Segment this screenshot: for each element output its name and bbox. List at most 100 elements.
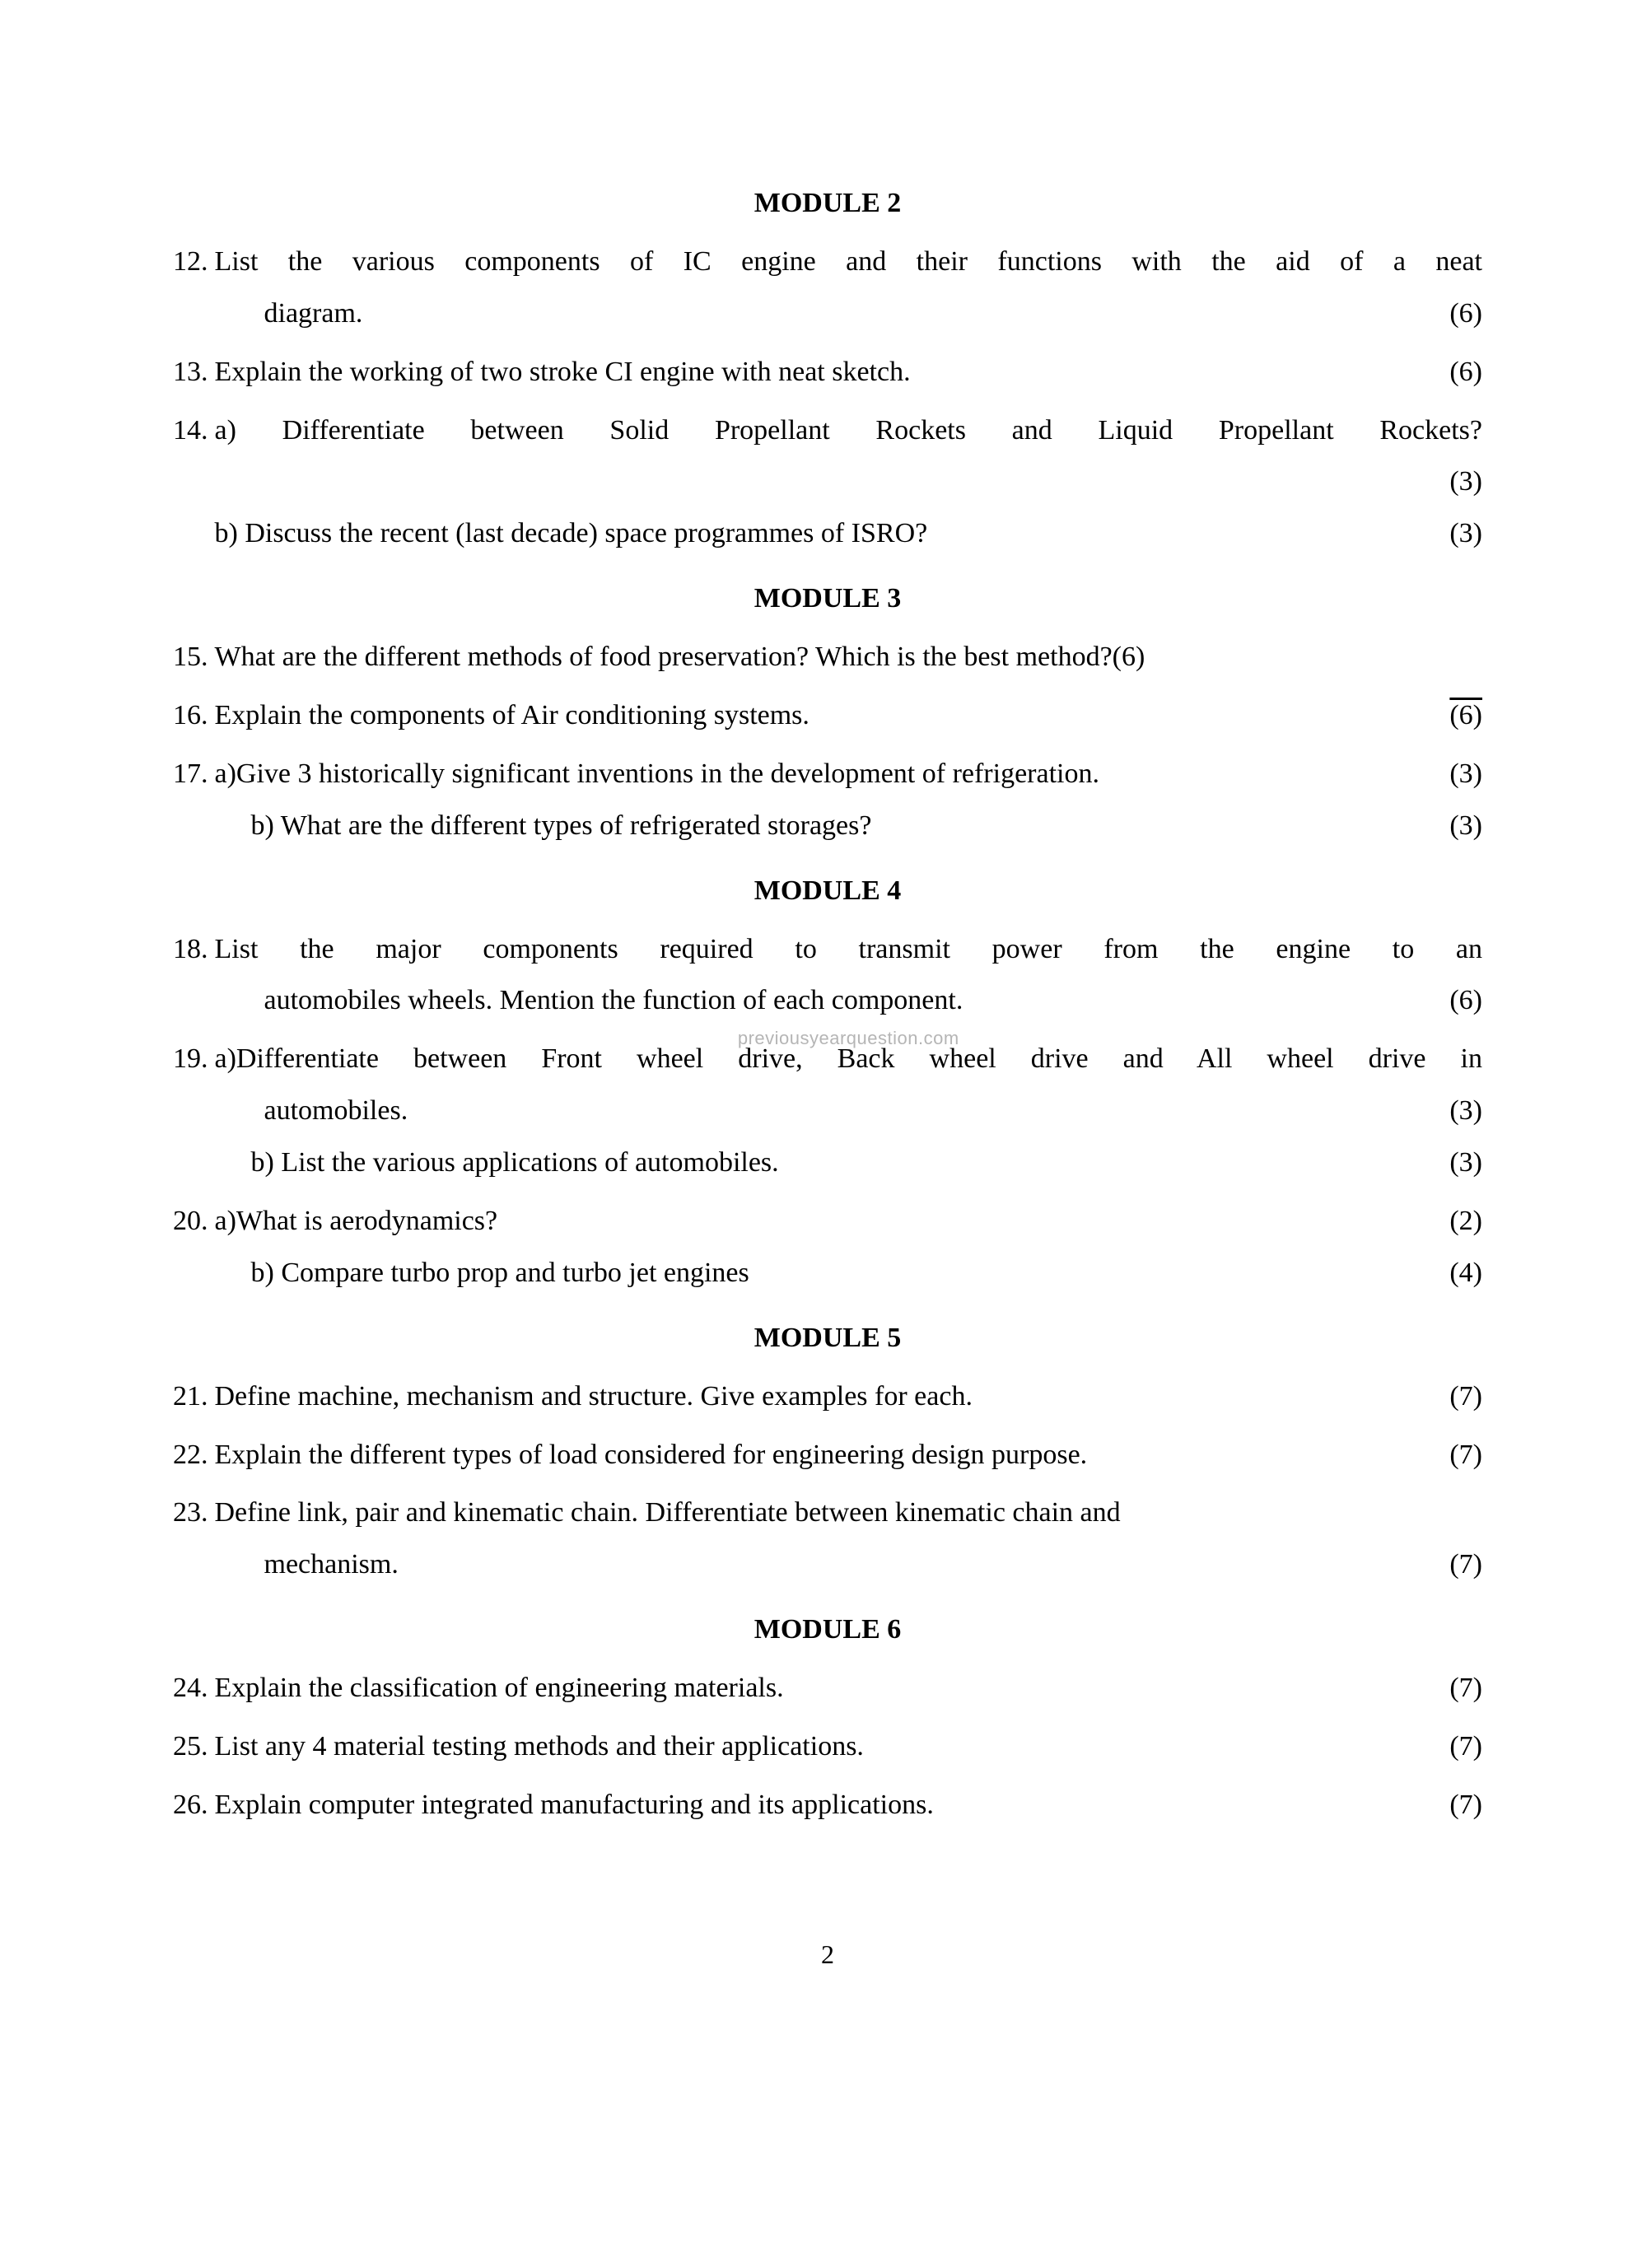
question-line: Explain the components of Air conditioni… (215, 690, 1483, 742)
question-text: diagram. (264, 288, 1430, 340)
question-number: 21. (173, 1371, 215, 1423)
question-line: diagram.(6) (215, 288, 1483, 340)
page-number: 2 (173, 1930, 1482, 1979)
question-line: automobiles wheels. Mention the function… (215, 975, 1483, 1027)
question-line: mechanism.(7) (215, 1539, 1483, 1591)
question-text: automobiles wheels. Mention the function… (264, 975, 1430, 1027)
question-body: List the various components of IC engine… (215, 236, 1483, 340)
question-text: automobiles. (264, 1085, 1430, 1137)
question-text: a)Give 3 historically significant invent… (215, 749, 1430, 800)
marks-line: (3) (215, 456, 1483, 508)
question: 17.a)Give 3 historically significant inv… (173, 749, 1482, 852)
marks: (3) (1449, 456, 1482, 508)
question: 25.List any 4 material testing methods a… (173, 1721, 1482, 1773)
question-number: 17. (173, 749, 215, 800)
question-text: b) Compare turbo prop and turbo jet engi… (251, 1248, 1430, 1300)
question-body: Explain computer integrated manufacturin… (215, 1780, 1483, 1832)
question-text: b) Discuss the recent (last decade) spac… (215, 508, 1430, 560)
question-text: Explain the components of Air conditioni… (215, 690, 1430, 742)
question-number: 18. (173, 924, 215, 976)
question-text: a)Differentiate between Front wheel driv… (215, 1034, 1483, 1085)
question-line: Explain the classification of engineerin… (215, 1663, 1483, 1715)
question-text: Explain the different types of load cons… (215, 1430, 1430, 1482)
marks: (7) (1430, 1780, 1482, 1832)
question: 19.a)Differentiate between Front wheel d… (173, 1034, 1482, 1189)
marks: (7) (1430, 1539, 1482, 1591)
question-text: List the various components of IC engine… (215, 236, 1483, 288)
question-number: 23. (173, 1487, 215, 1539)
question-line: b) What are the different types of refri… (215, 800, 1483, 852)
marks: (3) (1430, 1085, 1482, 1137)
question-text: b) List the various applications of auto… (251, 1137, 1430, 1189)
question-line: b) Compare turbo prop and turbo jet engi… (215, 1248, 1483, 1300)
question-line: automobiles.(3) (215, 1085, 1483, 1137)
marks: (6) (1430, 288, 1482, 340)
question-line: a)Differentiate between Front wheel driv… (215, 1034, 1483, 1085)
marks: (3) (1430, 1137, 1482, 1189)
question-body: Define machine, mechanism and structure.… (215, 1371, 1483, 1423)
question-text: List any 4 material testing methods and … (215, 1721, 1430, 1773)
marks: (4) (1430, 1248, 1482, 1300)
question-body: a)What is aerodynamics?(2)b) Compare tur… (215, 1196, 1483, 1300)
marks: (7) (1430, 1721, 1482, 1773)
question: 24.Explain the classification of enginee… (173, 1663, 1482, 1715)
marks: (7) (1430, 1663, 1482, 1715)
question: 15.What are the different methods of foo… (173, 632, 1482, 684)
question-text: Explain computer integrated manufacturin… (215, 1780, 1430, 1832)
question-body: a)Give 3 historically significant invent… (215, 749, 1483, 852)
module-heading: MODULE 4 (173, 866, 1482, 917)
question-number: 25. (173, 1721, 215, 1773)
question-number: 24. (173, 1663, 215, 1715)
question-body: List the major components required to tr… (215, 924, 1483, 1028)
question-number: 15. (173, 632, 215, 684)
question-line: b) List the various applications of auto… (215, 1137, 1483, 1189)
question-number: 13. (173, 347, 215, 399)
question-line: Explain the different types of load cons… (215, 1430, 1483, 1482)
marks: (7) (1430, 1371, 1482, 1423)
question-line: Define machine, mechanism and structure.… (215, 1371, 1483, 1423)
question-text: What are the different methods of food p… (215, 632, 1483, 684)
module-heading: MODULE 3 (173, 573, 1482, 625)
question-text: b) What are the different types of refri… (251, 800, 1430, 852)
question: 22. Explain the different types of load … (173, 1430, 1482, 1482)
question-body: a)Differentiate between Front wheel driv… (215, 1034, 1483, 1189)
marks: (6) (1430, 690, 1482, 742)
question-text: Define machine, mechanism and structure.… (215, 1371, 1430, 1423)
question-text: Define link, pair and kinematic chain. D… (215, 1487, 1483, 1539)
question-body: List any 4 material testing methods and … (215, 1721, 1483, 1773)
marks: (6) (1430, 975, 1482, 1027)
question-line: List the major components required to tr… (215, 924, 1483, 976)
question-body: Define link, pair and kinematic chain. D… (215, 1487, 1483, 1591)
exam-paper-page: MODULE 2 12.List the various components o… (173, 178, 1482, 1832)
question: 21. Define machine, mechanism and struct… (173, 1371, 1482, 1423)
question-body: a) Differentiate between Solid Propellan… (215, 405, 1483, 561)
question-text: a)What is aerodynamics? (215, 1196, 1430, 1248)
question-line: a) Differentiate between Solid Propellan… (215, 405, 1483, 457)
marks: (3) (1430, 800, 1482, 852)
question: 23. Define link, pair and kinematic chai… (173, 1487, 1482, 1591)
question: 26.Explain computer integrated manufactu… (173, 1780, 1482, 1832)
question-line: a)What is aerodynamics?(2) (215, 1196, 1483, 1248)
question: 14.a) Differentiate between Solid Propel… (173, 405, 1482, 561)
question-body: Explain the classification of engineerin… (215, 1663, 1483, 1715)
marks: (2) (1430, 1196, 1482, 1248)
question: 12.List the various components of IC eng… (173, 236, 1482, 340)
question-number: 12. (173, 236, 215, 288)
module-heading: MODULE 5 (173, 1313, 1482, 1365)
question-number: 16. (173, 690, 215, 742)
module-heading: MODULE 6 (173, 1604, 1482, 1656)
question-number: 19. (173, 1034, 215, 1085)
question-text: Explain the working of two stroke CI eng… (215, 347, 1430, 399)
question-line: Define link, pair and kinematic chain. D… (215, 1487, 1483, 1539)
question-number: 14. (173, 405, 215, 457)
question-body: What are the different methods of food p… (215, 632, 1483, 684)
question-number: 26. (173, 1780, 215, 1832)
question-line: Explain computer integrated manufacturin… (215, 1780, 1483, 1832)
question-line: List the various components of IC engine… (215, 236, 1483, 288)
question-line: a)Give 3 historically significant invent… (215, 749, 1483, 800)
question: 13.Explain the working of two stroke CI … (173, 347, 1482, 399)
module-heading: MODULE 2 (173, 178, 1482, 230)
question-text: mechanism. (264, 1539, 1430, 1591)
question-text: List the major components required to tr… (215, 924, 1483, 976)
question-text: a) Differentiate between Solid Propellan… (215, 405, 1483, 457)
